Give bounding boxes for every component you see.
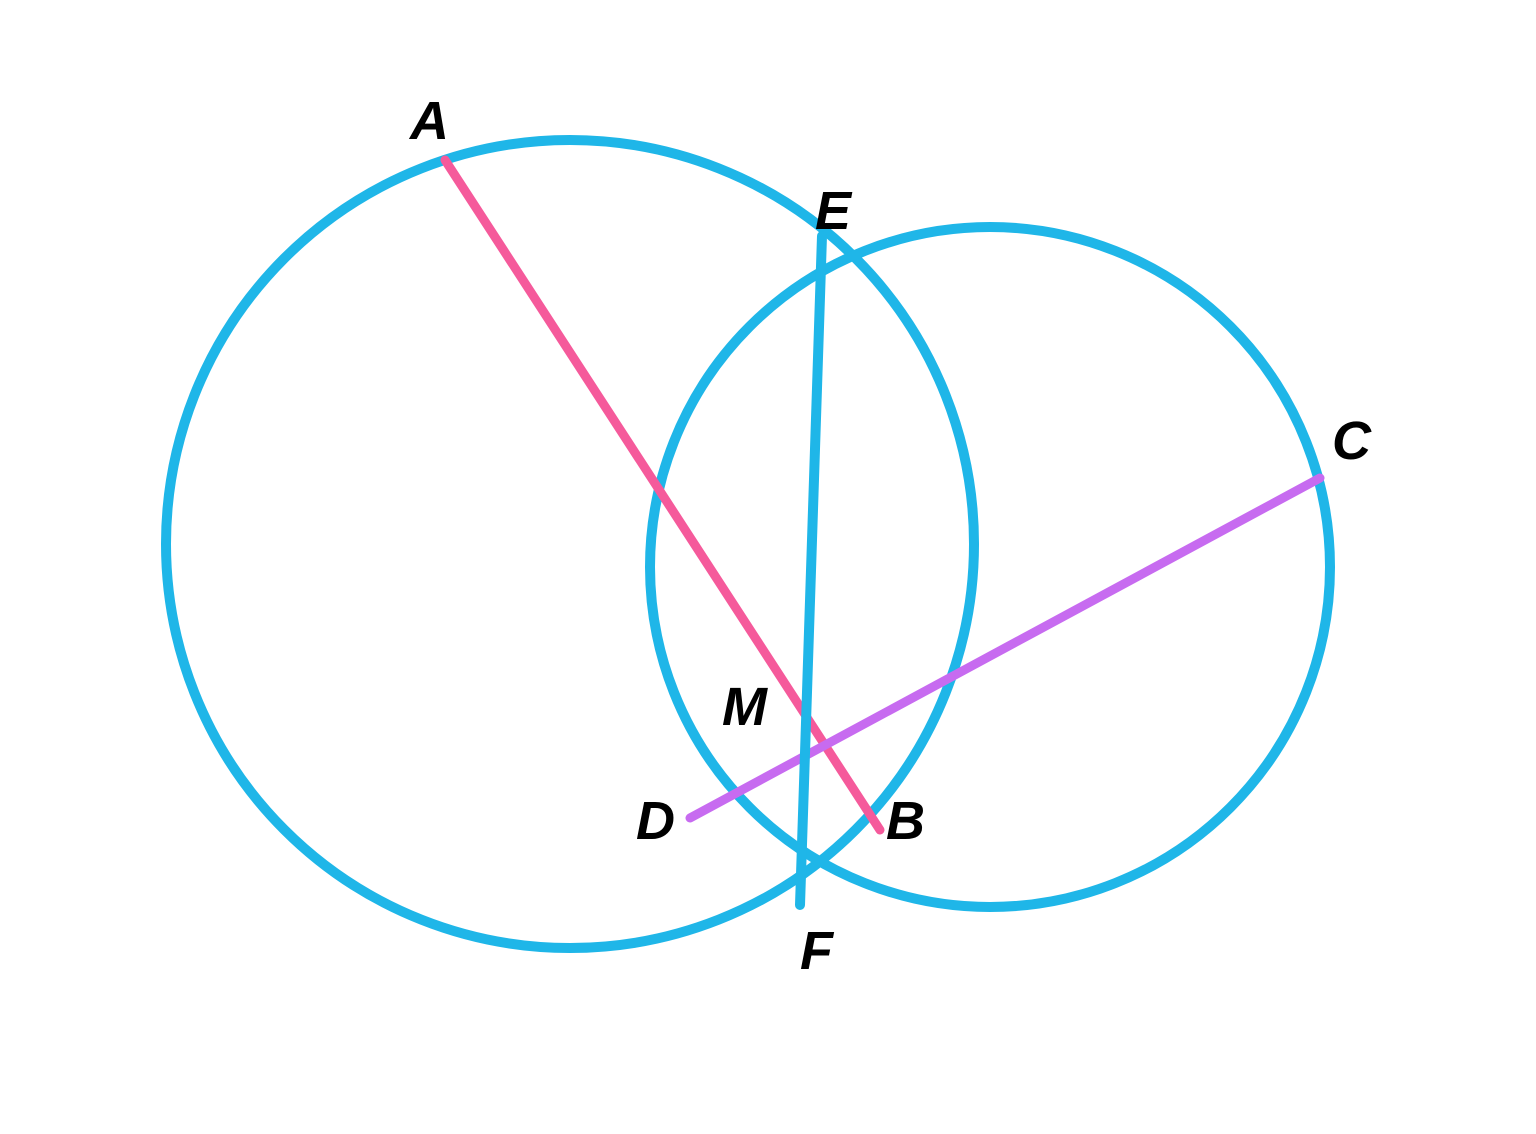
label-M: M (722, 676, 767, 738)
label-F: F (800, 920, 833, 982)
label-E: E (815, 180, 851, 242)
circle-right (650, 227, 1330, 907)
label-D: D (636, 790, 675, 852)
geometry-diagram (0, 0, 1536, 1134)
line-EF (800, 236, 822, 905)
line-CD (690, 478, 1320, 818)
label-B: B (886, 790, 925, 852)
label-A: A (410, 90, 449, 152)
label-C: C (1332, 410, 1371, 472)
